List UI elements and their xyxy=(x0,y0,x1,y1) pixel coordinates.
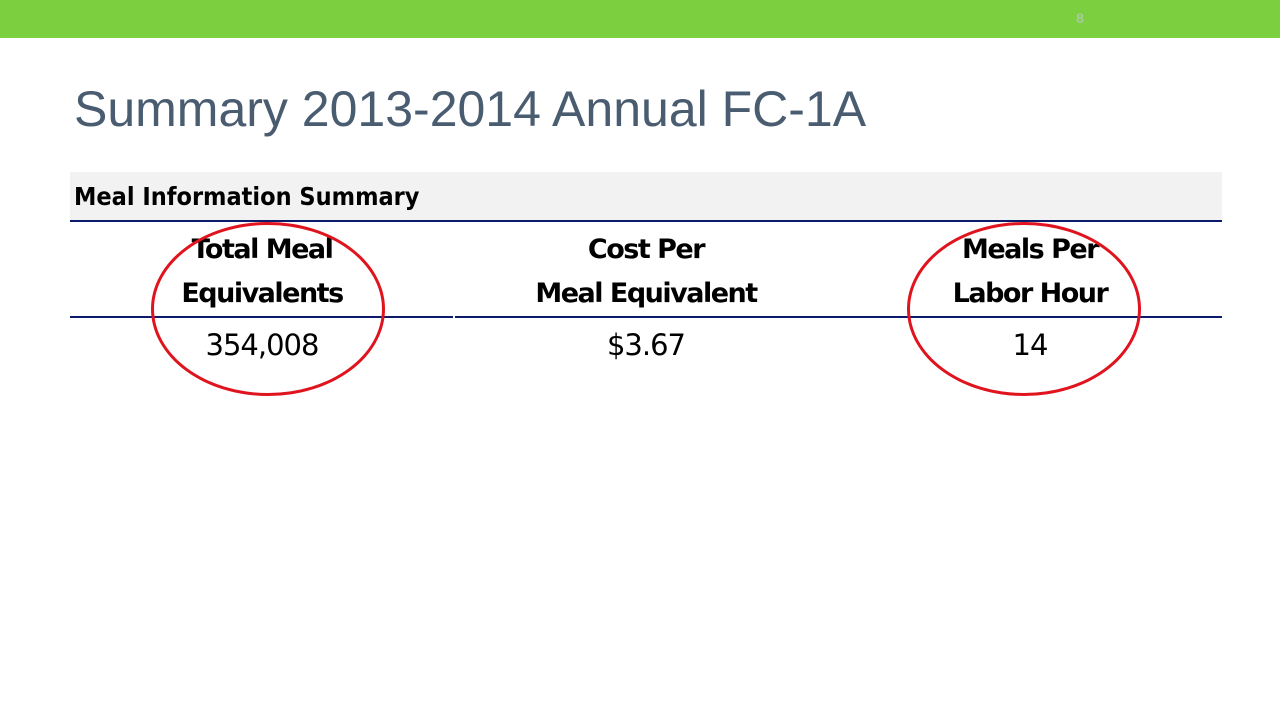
column-header-line: Meals Per xyxy=(961,234,1100,265)
table-top-rule xyxy=(70,220,1222,222)
column-header-line: Total Meal xyxy=(191,234,334,265)
slide-number: 8 xyxy=(1076,10,1084,26)
table-value-row: 354,008 $3.67 14 xyxy=(70,318,1222,368)
value-total-meal-equivalents: 354,008 xyxy=(205,328,320,362)
column-header-line: Cost Per xyxy=(587,234,706,265)
column-header-total-meal-equivalents: Total Meal Equivalents xyxy=(70,222,454,316)
column-header-line: Meal Equivalent xyxy=(535,278,758,309)
top-accent-bar xyxy=(0,0,1280,38)
value-cost-per-meal-equivalent: $3.67 xyxy=(606,328,686,362)
slide-title: Summary 2013-2014 Annual FC-1A xyxy=(74,81,867,137)
table-header-rule xyxy=(70,316,1222,318)
value-meals-per-labor-hour: 14 xyxy=(1012,328,1049,362)
table-section-header: Meal Information Summary xyxy=(70,172,1222,220)
table-header-row: Total Meal Equivalents Cost Per Meal Equ… xyxy=(70,222,1222,316)
meal-summary-table: Meal Information Summary Total Meal Equi… xyxy=(70,172,1222,368)
column-header-cost-per-meal-equivalent: Cost Per Meal Equivalent xyxy=(454,222,838,316)
column-header-meals-per-labor-hour: Meals Per Labor Hour xyxy=(838,222,1222,316)
column-header-line: Equivalents xyxy=(181,278,344,309)
column-header-line: Labor Hour xyxy=(952,278,1109,309)
